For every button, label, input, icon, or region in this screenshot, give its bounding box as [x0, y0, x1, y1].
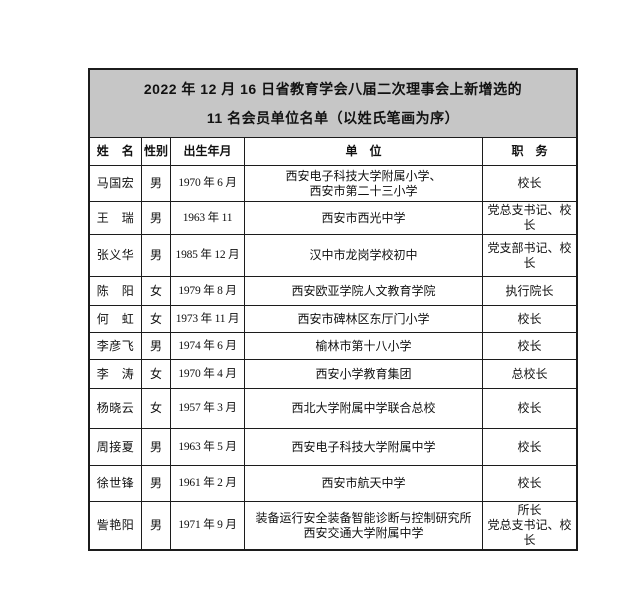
cell-name: 訾艳阳 — [96, 518, 135, 532]
cell-gender: 男 — [141, 235, 170, 276]
cell-position: 所长 党总支书记、校长 — [482, 502, 576, 549]
cell-position: 校长 — [482, 389, 576, 428]
cell-unit: 西北大学附属中学联合总校 — [244, 389, 482, 428]
cell-name: 陈 阳 — [96, 283, 135, 298]
header-unit: 单 位 — [244, 138, 482, 165]
cell-gender: 女 — [141, 306, 170, 332]
cell-birth: 1979 年 8 月 — [170, 277, 244, 305]
cell-gender: 男 — [141, 333, 170, 359]
cell-name: 张义华 — [96, 248, 135, 262]
cell-gender: 男 — [141, 502, 170, 549]
header-gender: 性别 — [141, 138, 170, 165]
cell-gender: 男 — [141, 202, 170, 234]
cell-name: 李彦飞 — [96, 338, 135, 353]
cell-unit: 榆林市第十八小学 — [244, 333, 482, 359]
cell-position: 总校长 — [482, 360, 576, 388]
cell-gender: 男 — [141, 466, 170, 501]
cell-birth: 1957 年 3 月 — [170, 389, 244, 428]
cell-unit: 汉中市龙岗学校初中 — [244, 235, 482, 276]
cell-position: 校长 — [482, 166, 576, 201]
cell-birth: 1971 年 9 月 — [170, 502, 244, 549]
header-birth: 出生年月 — [170, 138, 244, 165]
cell-birth: 1961 年 2 月 — [170, 466, 244, 501]
cell-position: 校长 — [482, 429, 576, 465]
title-line-1: 2022 年 12 月 16 日省教育学会八届二次理事会上新增选的 — [143, 81, 523, 98]
cell-gender: 男 — [141, 429, 170, 465]
cell-unit: 西安欧亚学院人文教育学院 — [244, 277, 482, 305]
cell-name: 何 虹 — [96, 311, 135, 326]
cell-birth: 1963 年 5 月 — [170, 429, 244, 465]
table-row: 李 涛 女 1970 年 4 月 西安小学教育集团 总校长 — [90, 359, 576, 388]
cell-position: 校长 — [482, 306, 576, 332]
cell-position: 校长 — [482, 466, 576, 501]
cell-unit: 西安电子科技大学附属小学、 西安市第二十三小学 — [244, 166, 482, 201]
cell-gender: 女 — [141, 277, 170, 305]
member-list-table: 2022 年 12 月 16 日省教育学会八届二次理事会上新增选的 11 名会员… — [88, 68, 578, 551]
cell-birth: 1970 年 4 月 — [170, 360, 244, 388]
cell-gender: 女 — [141, 360, 170, 388]
cell-birth: 1985 年 12 月 — [170, 235, 244, 276]
cell-birth: 1970 年 6 月 — [170, 166, 244, 201]
cell-unit: 西安市航天中学 — [244, 466, 482, 501]
table-row: 何 虹 女 1973 年 11 月 西安市碑林区东厅门小学 校长 — [90, 305, 576, 332]
cell-birth: 1973 年 11 月 — [170, 306, 244, 332]
cell-position: 党支部书记、校长 — [482, 235, 576, 276]
cell-name: 李 涛 — [96, 366, 135, 381]
table-row: 陈 阳 女 1979 年 8 月 西安欧亚学院人文教育学院 执行院长 — [90, 276, 576, 305]
cell-birth: 1974 年 6 月 — [170, 333, 244, 359]
table-row: 周接夏 男 1963 年 5 月 西安电子科技大学附属中学 校长 — [90, 428, 576, 465]
cell-name: 马国宏 — [96, 176, 135, 190]
cell-gender: 女 — [141, 389, 170, 428]
table-row: 訾艳阳 男 1971 年 9 月 装备运行安全装备智能诊断与控制研究所 西安交通… — [90, 501, 576, 549]
cell-name: 周接夏 — [96, 439, 135, 454]
cell-position: 执行院长 — [482, 277, 576, 305]
cell-unit: 西安市西光中学 — [244, 202, 482, 234]
cell-position: 校长 — [482, 333, 576, 359]
cell-name: 王 瑞 — [96, 210, 135, 225]
header-name: 姓 名 — [96, 144, 135, 158]
cell-unit: 西安小学教育集团 — [244, 360, 482, 388]
table-row: 徐世锋 男 1961 年 2 月 西安市航天中学 校长 — [90, 465, 576, 501]
table-header-row: 姓 名 性别 出生年月 单 位 职 务 — [90, 137, 576, 165]
table-row: 杨晓云 女 1957 年 3 月 西北大学附属中学联合总校 校长 — [90, 388, 576, 428]
table-row: 王 瑞 男 1963 年 11 西安市西光中学 党总支书记、校长 — [90, 201, 576, 234]
title-line-2: 11 名会员单位名单（以姓氏笔画为序） — [206, 109, 460, 126]
table-row: 张义华 男 1985 年 12 月 汉中市龙岗学校初中 党支部书记、校长 — [90, 234, 576, 276]
cell-position: 党总支书记、校长 — [482, 202, 576, 234]
cell-unit: 西安市碑林区东厅门小学 — [244, 306, 482, 332]
table-row: 李彦飞 男 1974 年 6 月 榆林市第十八小学 校长 — [90, 332, 576, 359]
cell-birth: 1963 年 11 — [170, 202, 244, 234]
table-row: 马国宏 男 1970 年 6 月 西安电子科技大学附属小学、 西安市第二十三小学… — [90, 165, 576, 201]
header-position: 职 务 — [482, 138, 576, 165]
cell-unit: 西安电子科技大学附属中学 — [244, 429, 482, 465]
table-title: 2022 年 12 月 16 日省教育学会八届二次理事会上新增选的 11 名会员… — [90, 70, 576, 137]
cell-name: 徐世锋 — [96, 476, 135, 490]
cell-unit: 装备运行安全装备智能诊断与控制研究所 西安交通大学附属中学 — [244, 502, 482, 549]
cell-name: 杨晓云 — [96, 401, 135, 415]
cell-gender: 男 — [141, 166, 170, 201]
